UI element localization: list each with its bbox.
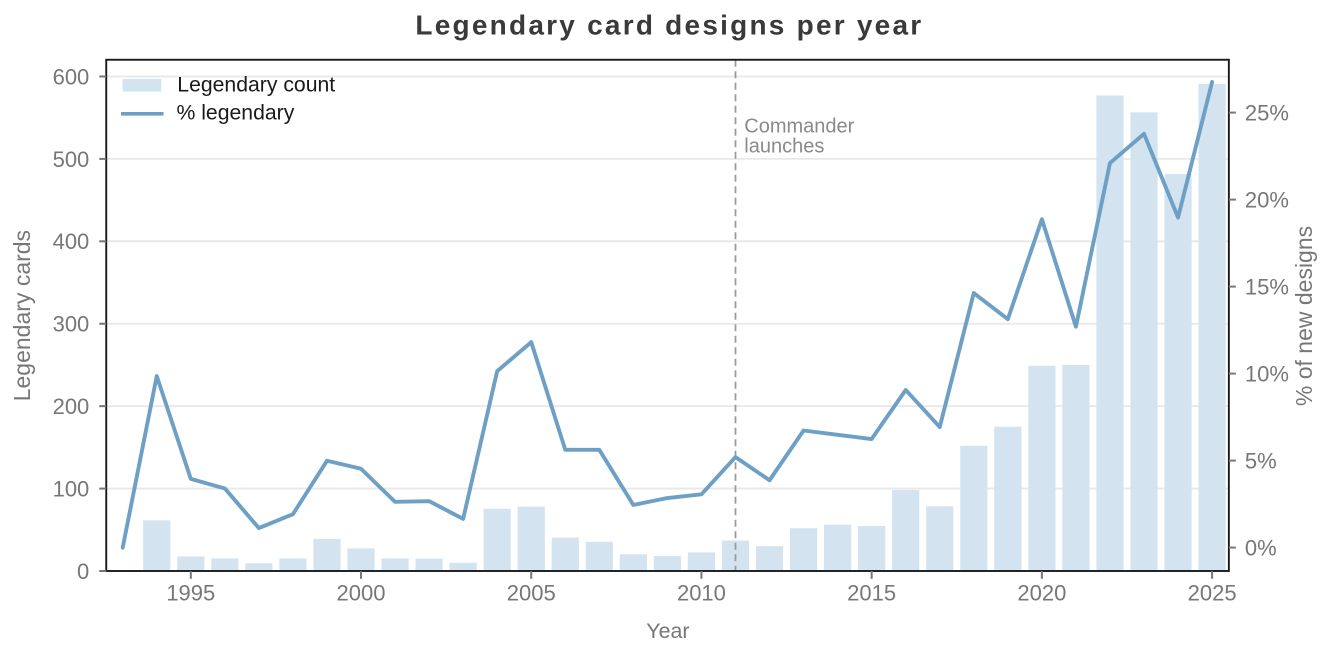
svg-text:2025: 2025 — [1188, 581, 1237, 606]
svg-text:400: 400 — [53, 229, 90, 254]
svg-text:2005: 2005 — [507, 581, 556, 606]
svg-text:Legendary card designs per yea: Legendary card designs per year — [415, 10, 921, 41]
svg-text:0%: 0% — [1245, 536, 1277, 561]
svg-text:0: 0 — [77, 559, 89, 584]
svg-text:launches: launches — [744, 136, 824, 158]
svg-text:5%: 5% — [1245, 449, 1277, 474]
svg-text:25%: 25% — [1245, 101, 1289, 126]
svg-text:2015: 2015 — [847, 581, 896, 606]
svg-text:2020: 2020 — [1017, 581, 1066, 606]
svg-text:200: 200 — [53, 394, 90, 419]
svg-text:1995: 1995 — [166, 581, 215, 606]
svg-text:Commander: Commander — [744, 116, 854, 138]
svg-text:Legendary count: Legendary count — [177, 73, 335, 96]
svg-text:2000: 2000 — [337, 581, 386, 606]
svg-text:10%: 10% — [1245, 362, 1289, 387]
svg-text:500: 500 — [53, 147, 90, 172]
svg-text:300: 300 — [53, 312, 90, 337]
svg-text:Year: Year — [646, 619, 689, 643]
svg-text:2010: 2010 — [677, 581, 726, 606]
svg-text:20%: 20% — [1245, 188, 1289, 213]
svg-text:Legendary cards: Legendary cards — [9, 230, 35, 401]
svg-text:% legendary: % legendary — [177, 101, 295, 124]
svg-text:100: 100 — [53, 476, 90, 501]
svg-text:15%: 15% — [1245, 275, 1289, 300]
svg-text:600: 600 — [53, 64, 90, 89]
svg-text:% of new designs: % of new designs — [1291, 226, 1317, 406]
